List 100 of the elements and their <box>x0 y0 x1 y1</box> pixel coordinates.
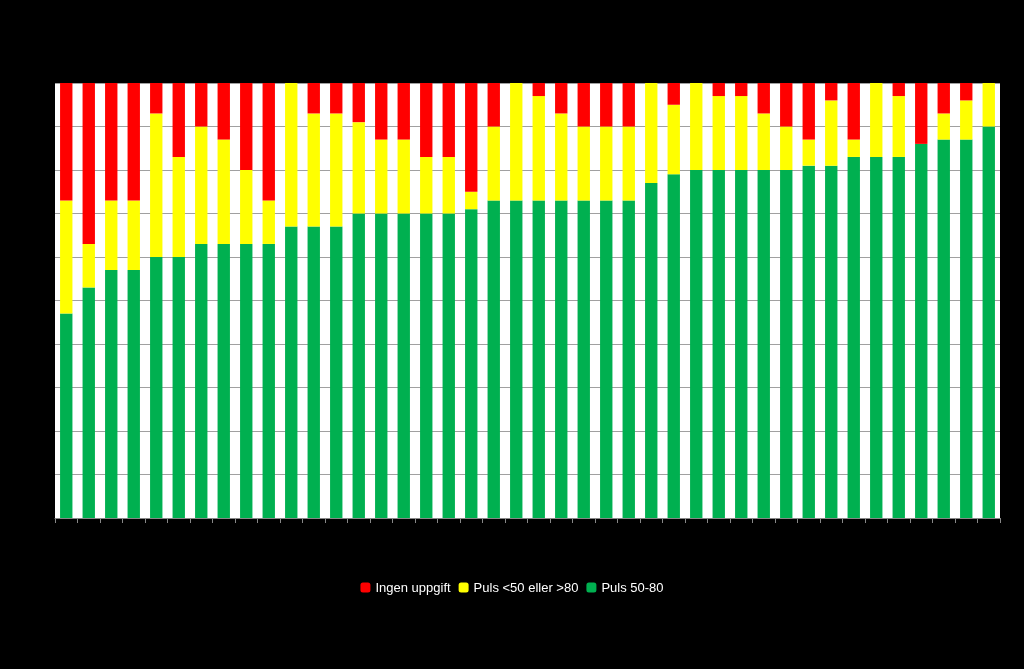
bar <box>262 83 275 201</box>
legend-label: Ingen uppgift <box>375 580 451 595</box>
bar <box>82 83 95 244</box>
bar <box>60 313 73 518</box>
legend-label: Puls 50-80 <box>601 580 664 595</box>
bar <box>577 200 590 518</box>
bar <box>465 209 478 518</box>
bar <box>645 183 658 518</box>
bar <box>195 83 208 127</box>
bar <box>465 191 478 210</box>
bar <box>757 170 770 518</box>
bar <box>870 156 883 518</box>
bar <box>307 226 320 518</box>
bar <box>982 83 995 127</box>
bar <box>937 83 950 114</box>
bar <box>240 170 253 244</box>
bar <box>217 139 230 244</box>
bar <box>330 113 343 227</box>
bar <box>937 113 950 140</box>
bar <box>487 83 500 127</box>
bar <box>712 96 725 170</box>
bar <box>622 200 635 518</box>
bar <box>735 96 748 170</box>
bar <box>240 243 253 518</box>
bar <box>825 165 838 518</box>
bar <box>735 83 748 97</box>
bar <box>217 83 230 140</box>
bar <box>645 83 658 184</box>
bar <box>532 96 545 201</box>
bar <box>375 139 388 214</box>
bar <box>285 83 298 227</box>
bar <box>150 257 163 518</box>
bar <box>802 139 815 166</box>
bar <box>870 83 883 157</box>
bar <box>262 200 275 244</box>
bar <box>892 83 905 97</box>
bar <box>622 126 635 201</box>
bar <box>487 200 500 518</box>
bar <box>555 113 568 201</box>
bar <box>780 126 793 170</box>
bar <box>172 156 185 257</box>
bar <box>667 83 680 105</box>
bar <box>510 83 523 201</box>
bar <box>982 126 995 518</box>
bar <box>352 83 365 123</box>
bar <box>375 83 388 140</box>
bar <box>960 139 973 518</box>
bar <box>937 139 950 518</box>
bar <box>127 200 140 271</box>
bar <box>960 100 973 140</box>
bar <box>892 96 905 157</box>
bar <box>442 156 455 214</box>
bar <box>82 287 95 518</box>
bar <box>420 213 433 518</box>
bar <box>600 83 613 127</box>
bar <box>847 156 860 518</box>
bar <box>105 270 118 518</box>
bar <box>172 83 185 157</box>
bar <box>847 139 860 157</box>
bar <box>127 270 140 518</box>
bar <box>825 100 838 166</box>
bar <box>780 83 793 127</box>
bar <box>150 113 163 257</box>
bar <box>352 122 365 214</box>
bar <box>262 243 275 518</box>
bar <box>780 170 793 518</box>
bar <box>330 83 343 114</box>
bar <box>442 213 455 518</box>
bar <box>465 83 478 192</box>
bar <box>690 170 703 518</box>
bar <box>712 83 725 97</box>
bar <box>150 83 163 114</box>
bar <box>285 226 298 518</box>
bar <box>60 200 73 314</box>
bar <box>667 174 680 518</box>
bar <box>757 83 770 114</box>
bar <box>510 200 523 518</box>
bar <box>915 143 928 518</box>
bar <box>892 156 905 518</box>
bar <box>667 104 680 175</box>
bar <box>600 126 613 201</box>
bar <box>577 83 590 127</box>
bar <box>60 83 73 201</box>
legend-label: Puls <50 eller >80 <box>473 580 579 595</box>
bar <box>127 83 140 201</box>
bar <box>802 165 815 518</box>
bar <box>802 83 815 140</box>
bar <box>712 170 725 518</box>
bar <box>195 243 208 518</box>
bar <box>960 83 973 101</box>
bar <box>690 83 703 170</box>
bar <box>330 226 343 518</box>
bar <box>105 200 118 271</box>
bar <box>847 83 860 140</box>
bar <box>735 170 748 518</box>
bar <box>375 213 388 518</box>
bar <box>825 83 838 101</box>
bar <box>397 213 410 518</box>
bar <box>555 83 568 114</box>
bar <box>307 83 320 114</box>
